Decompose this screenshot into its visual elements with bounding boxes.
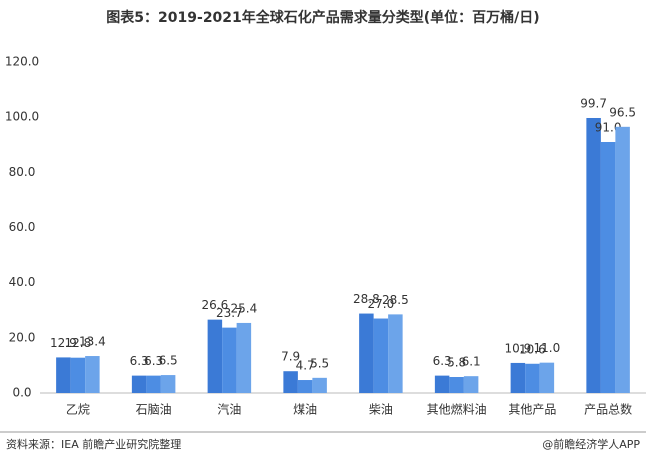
value-label: 28.8 [353, 292, 380, 306]
credit: @前瞻经济学人APP [542, 437, 640, 451]
bar [146, 375, 161, 393]
y-tick-label: 120.0 [5, 55, 39, 69]
bar [373, 318, 389, 393]
y-tick-label: 60.0 [9, 220, 36, 234]
value-label: 91.0 [595, 120, 622, 134]
x-tick-label: 煤油 [293, 403, 317, 417]
x-tick-label: 石脑油 [136, 403, 172, 417]
bar [56, 357, 71, 393]
value-label: 12.9 [50, 336, 77, 350]
value-label: 4.7 [296, 359, 315, 373]
value-label: 11.0 [534, 341, 561, 355]
bar [600, 141, 616, 393]
bar [236, 322, 252, 393]
value-label: 5.8 [447, 356, 466, 370]
value-label: 96.5 [609, 105, 636, 119]
bar [434, 375, 450, 393]
value-label: 6.3 [130, 354, 149, 368]
x-tick-label: 柴油 [369, 403, 393, 417]
value-label: 26.6 [202, 298, 229, 312]
bar [359, 313, 374, 393]
chart-title: 图表5：2019-2021年全球石化产品需求量分类型(单位：百万桶/日) [106, 9, 539, 26]
value-label: 5.5 [310, 356, 329, 370]
value-label: 27.0 [368, 297, 395, 311]
y-tick-label: 0.0 [12, 386, 31, 400]
bar [283, 371, 298, 393]
value-label: 99.7 [580, 96, 607, 110]
bar [463, 376, 479, 393]
x-tick-label: 产品总数 [584, 402, 632, 417]
bar [70, 357, 86, 393]
bar [222, 327, 237, 393]
x-tick-label: 其他产品 [508, 403, 556, 417]
x-tick-label: 其他燃料油 [427, 402, 487, 417]
x-tick-label: 汽油 [217, 402, 241, 417]
bar [586, 117, 601, 393]
bar [449, 377, 464, 393]
value-label: 6.3 [144, 354, 163, 368]
y-tick-label: 20.0 [9, 330, 36, 344]
value-label: 13.4 [79, 335, 106, 349]
bar [525, 363, 540, 393]
value-label: 25.4 [231, 301, 258, 315]
value-label: 10.9 [505, 341, 532, 355]
value-label: 23.7 [216, 306, 243, 320]
value-label: 7.9 [281, 350, 300, 364]
bar [160, 375, 176, 393]
y-tick-label: 80.0 [9, 165, 36, 179]
bar [297, 380, 313, 393]
bar [85, 356, 100, 393]
value-label: 12.8 [65, 336, 92, 350]
value-label: 10.6 [519, 342, 546, 356]
bar [510, 362, 526, 393]
source: 资料来源：IEA 前瞻产业研究院整理 [6, 437, 181, 451]
y-tick-label: 40.0 [9, 275, 36, 289]
bar [539, 362, 555, 393]
value-label: 6.5 [159, 354, 178, 368]
x-tick-label: 乙烷 [66, 403, 90, 417]
y-tick-label: 100.0 [5, 110, 39, 124]
value-label: 28.5 [382, 293, 409, 307]
bar [615, 126, 630, 393]
value-label: 6.3 [433, 354, 452, 368]
bar [388, 314, 403, 393]
value-label: 6.1 [462, 355, 481, 369]
bar [131, 375, 147, 393]
bar [312, 377, 327, 393]
bar [207, 319, 223, 393]
